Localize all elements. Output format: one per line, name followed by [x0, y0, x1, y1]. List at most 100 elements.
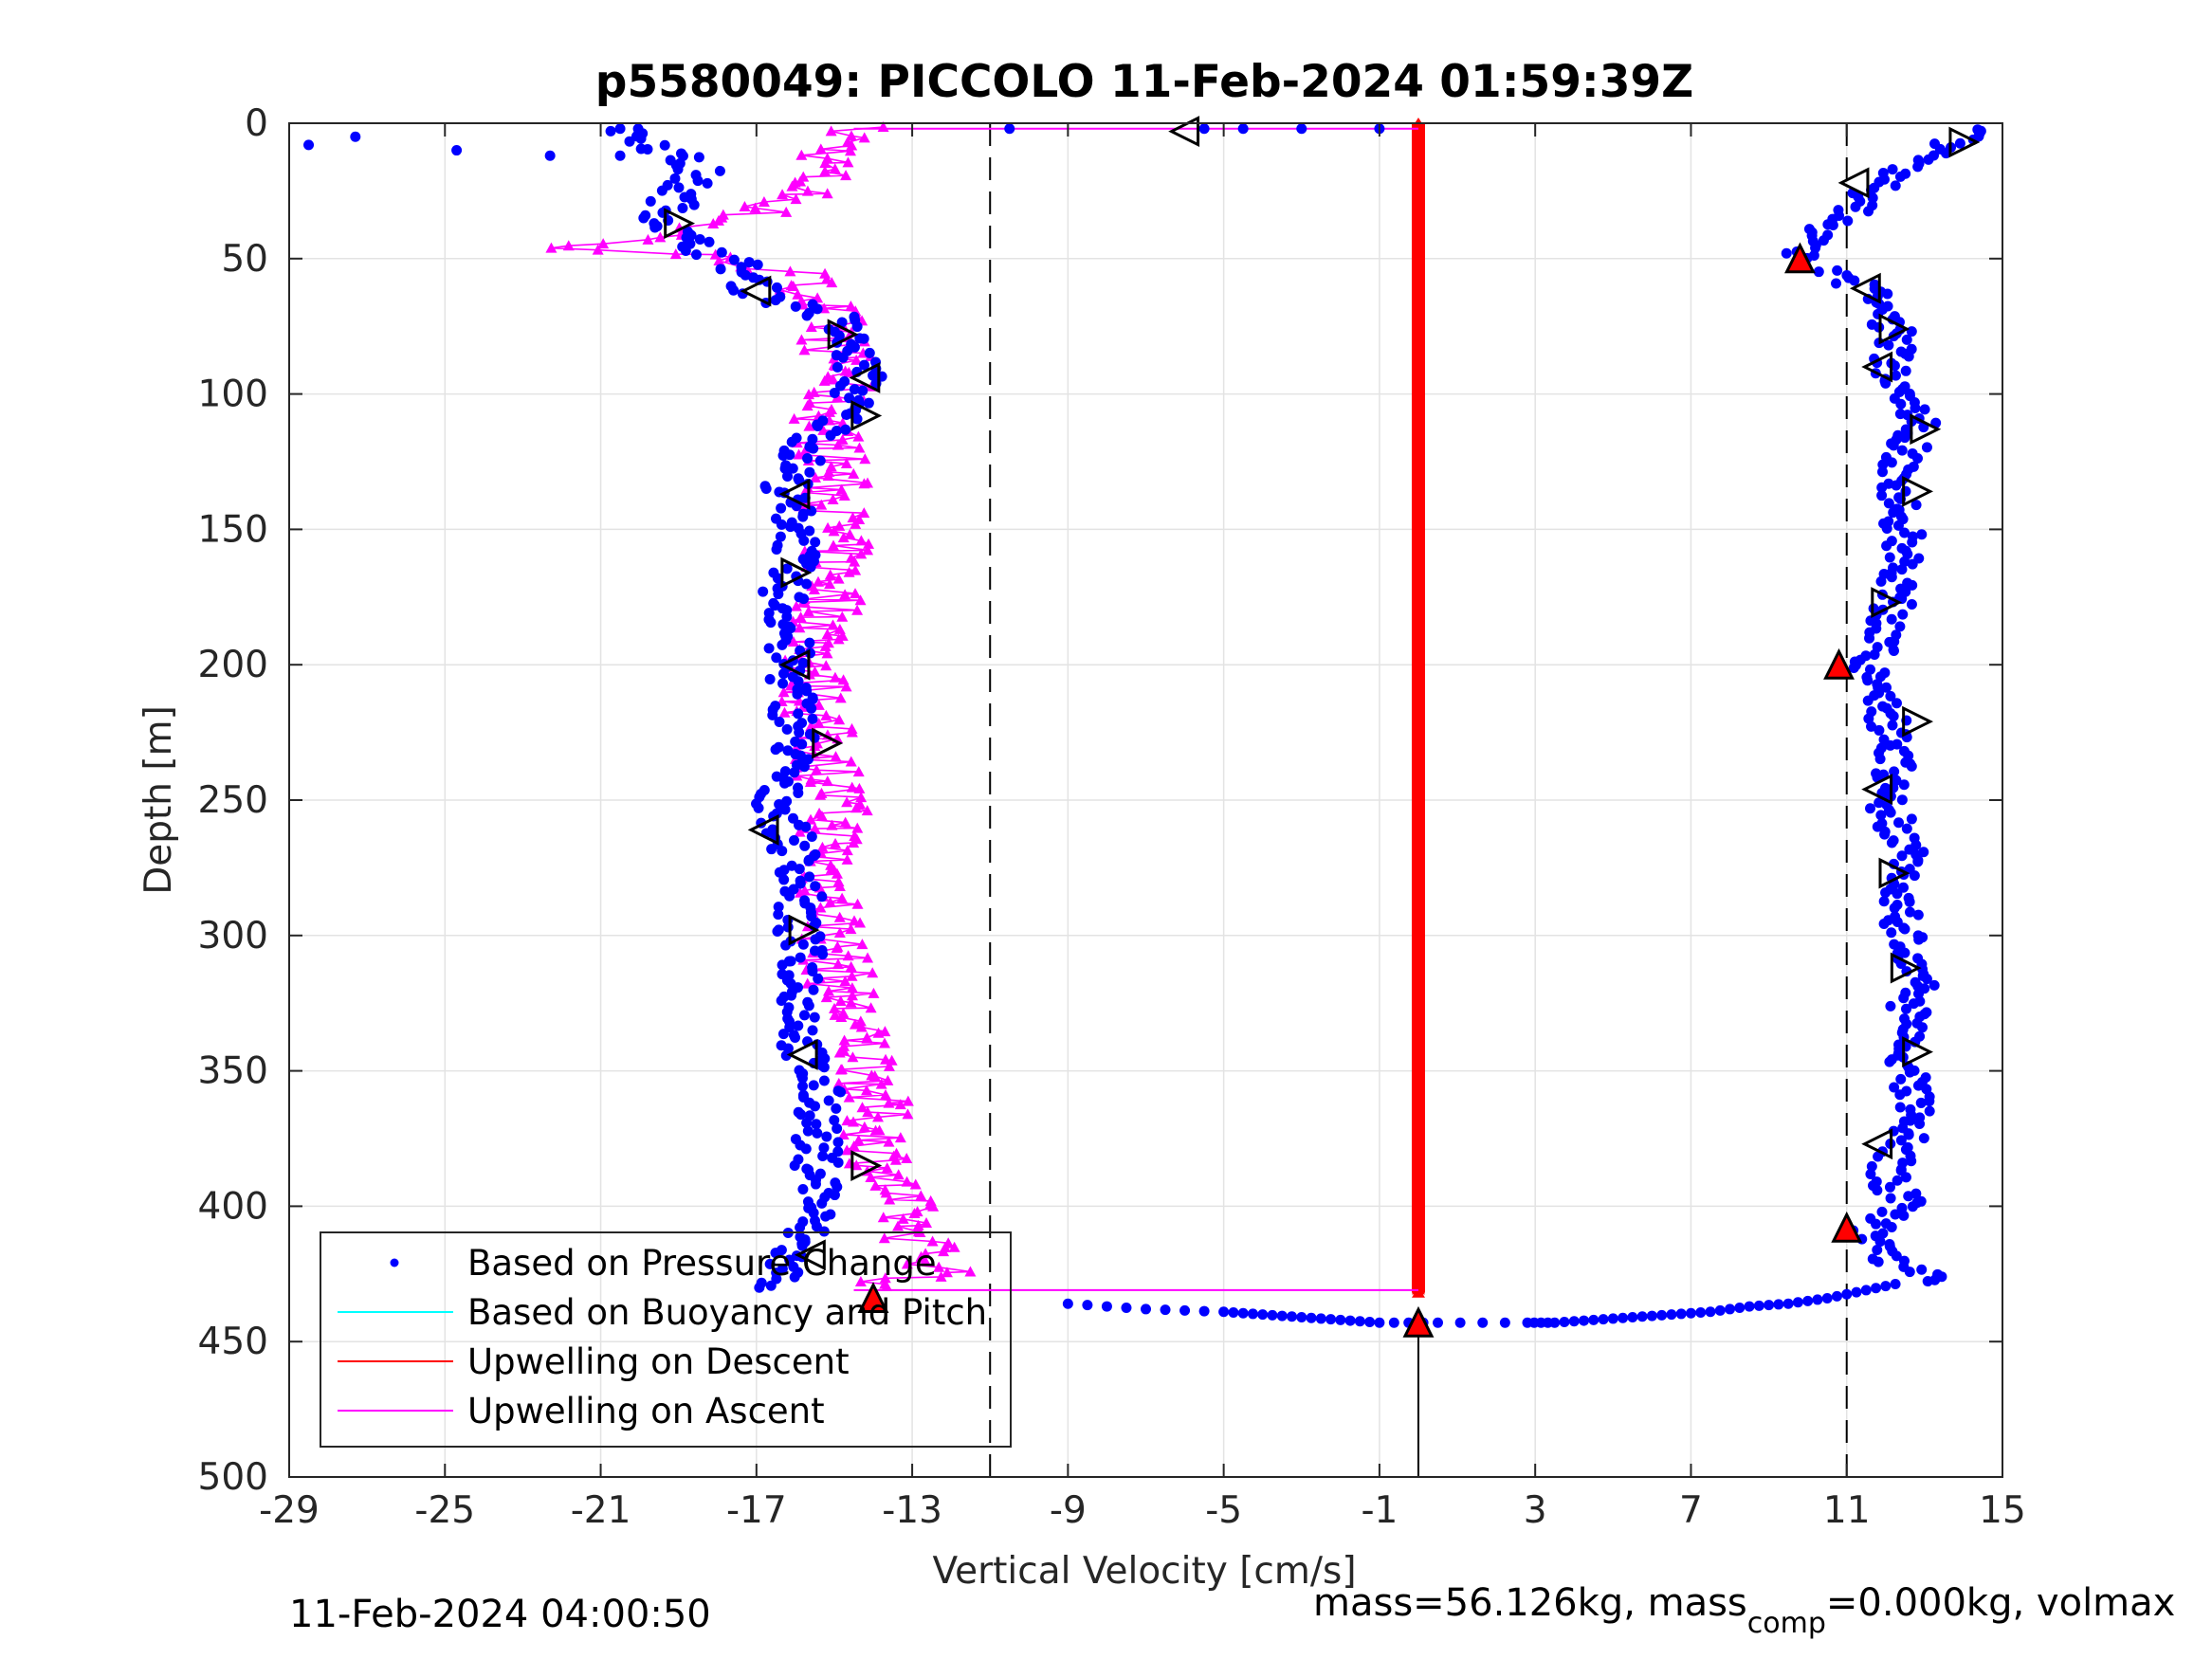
pressure-descent-point: [829, 387, 840, 398]
pressure-descent-point: [777, 959, 788, 971]
pressure-ascent-point: [1910, 500, 1922, 511]
pressure-descent-point: [789, 1160, 800, 1172]
upwelling-ascent-marker: [853, 782, 866, 793]
pressure-ascent-point: [1906, 813, 1917, 825]
pressure-bottom-point: [1714, 1304, 1726, 1316]
legend-label: Based on Buoyancy and Pitch: [467, 1292, 987, 1333]
upwelling-ascent-marker: [865, 1002, 877, 1013]
pressure-bottom-point: [1364, 1316, 1376, 1327]
open-triangle-marker: [850, 1150, 883, 1181]
pressure-descent-point: [807, 966, 818, 977]
pressure-descent-point: [811, 1221, 822, 1232]
pressure-descent-point: [859, 359, 870, 371]
pressure-descent-point: [642, 143, 653, 155]
pressure-descent-point: [806, 831, 817, 843]
pressure-surface-point: [1004, 123, 1015, 135]
pressure-ascent-point: [1887, 720, 1898, 731]
pressure-descent-point: [801, 310, 813, 321]
upwelling-ascent-marker: [868, 987, 880, 998]
upwelling-ascent-marker: [846, 726, 858, 738]
upwelling-ascent-marker: [875, 1078, 887, 1089]
upwelling-ascent-marker: [833, 1047, 846, 1058]
upwelling-ascent-marker: [850, 354, 863, 365]
pressure-descent-point: [798, 593, 810, 605]
pressure-ascent-point: [1910, 976, 1921, 988]
pressure-descent-point: [702, 177, 713, 189]
pressure-descent-point: [802, 453, 814, 465]
pressure-descent-point: [818, 1062, 830, 1073]
pressure-ascent-point: [1883, 516, 1894, 527]
upwelling-ascent-marker: [832, 1077, 845, 1088]
pressure-descent-point: [765, 617, 777, 629]
pressure-ascent-point: [1871, 1176, 1882, 1187]
pressure-descent-point: [715, 264, 726, 275]
pressure-descent-point: [784, 890, 795, 902]
pressure-descent-point: [812, 420, 823, 431]
upwelling-ascent-marker: [846, 990, 858, 1001]
pressure-ascent-point: [1880, 682, 1892, 693]
y-tick-label: 50: [221, 238, 268, 281]
upwelling-ascent-marker: [845, 996, 857, 1008]
pressure-descent-point: [812, 303, 823, 315]
pressure-descent-point: [792, 688, 803, 700]
x-tick-label: -1: [1361, 1489, 1398, 1532]
pressure-descent-point: [858, 333, 869, 344]
pressure-bottom-point: [1296, 1311, 1307, 1322]
pressure-bottom-point: [1685, 1307, 1696, 1319]
pressure-bottom-point: [1841, 1288, 1853, 1300]
pressure-ascent-point: [1915, 1195, 1927, 1207]
pressure-descent-point: [779, 804, 791, 815]
pressure-bottom-point: [1559, 1316, 1570, 1327]
pressure-ascent-point: [1891, 775, 1902, 786]
pressure-descent-point: [803, 1000, 814, 1012]
upwelling-ascent-marker: [790, 193, 802, 205]
pressure-descent-point: [808, 984, 819, 995]
upwelling-ascent-marker: [941, 1267, 953, 1278]
upwelling-ascent-marker: [879, 1037, 891, 1048]
upwelling-ascent-marker: [863, 538, 875, 549]
upwelling-ascent-marker: [841, 853, 853, 865]
pressure-descent-point: [849, 384, 860, 395]
pressure-bottom-point: [1860, 1285, 1872, 1296]
pressure-descent-point: [804, 871, 815, 883]
upwelling-ascent-marker: [834, 692, 847, 703]
pressure-ascent-point: [1902, 1141, 1913, 1153]
pressure-bottom-point: [1306, 1312, 1317, 1323]
pressure-ascent-point: [1865, 664, 1876, 675]
pressure-ascent-point: [1907, 447, 1918, 459]
open-triangle-marker: [778, 648, 811, 681]
pressure-descent-point: [770, 1248, 781, 1259]
upwelling-ascent-marker: [654, 231, 667, 243]
upwelling-ascent-marker: [855, 548, 868, 559]
upwelling-ascent-marker: [844, 145, 856, 156]
pressure-ascent-point: [1898, 745, 1910, 757]
pressure-ascent-point: [1914, 1030, 1926, 1042]
upwelling-ascent-marker: [820, 709, 832, 720]
pressure-ascent-point: [1890, 911, 1901, 922]
pressure-descent-point: [770, 295, 781, 306]
upwelling-ascent-marker: [851, 604, 864, 615]
pressure-ascent-point: [1924, 1105, 1935, 1117]
pressure-bottom-point: [1218, 1306, 1230, 1318]
pressure-bottom-point: [1237, 1307, 1249, 1319]
upwelling-ascent-marker: [846, 139, 858, 151]
pressure-descent-point: [778, 668, 790, 680]
pressure-descent-point: [605, 125, 616, 137]
pressure-descent-point: [638, 212, 649, 224]
upwelling-ascent-marker: [816, 841, 829, 852]
pressure-bottom-point: [1598, 1314, 1609, 1325]
pressure-ascent-point: [1897, 1158, 1909, 1169]
pressure-ascent-point: [1886, 927, 1897, 939]
pressure-ascent-point: [1833, 205, 1844, 216]
upwelling-ascent-marker: [833, 881, 846, 892]
pressure-descent-point: [807, 713, 818, 724]
upwelling-ascent-marker: [824, 569, 836, 580]
pressure-ascent-point: [1813, 266, 1824, 278]
pressure-descent-point: [777, 1029, 789, 1040]
upwelling-ascent-marker: [802, 605, 814, 616]
upwelling-ascent-marker: [840, 458, 852, 469]
upwelling-ascent-marker: [843, 1091, 855, 1103]
pressure-ascent-point: [1867, 200, 1878, 211]
upwelling-ascent-marker: [894, 1132, 906, 1143]
pressure-descent-point: [831, 1103, 842, 1114]
